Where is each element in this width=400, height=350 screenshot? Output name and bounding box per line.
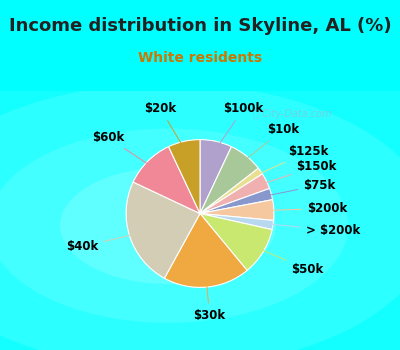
Text: $20k: $20k: [144, 103, 185, 150]
Text: > $200k: > $200k: [265, 224, 360, 237]
Text: $100k: $100k: [215, 103, 264, 150]
Wedge shape: [200, 174, 270, 214]
Wedge shape: [126, 182, 200, 278]
Wedge shape: [200, 168, 262, 214]
Text: $75k: $75k: [263, 179, 336, 196]
Wedge shape: [200, 147, 258, 214]
Text: White residents: White residents: [138, 51, 262, 65]
Text: $30k: $30k: [194, 279, 226, 322]
Text: $50k: $50k: [256, 247, 324, 276]
Ellipse shape: [0, 32, 400, 350]
Text: Income distribution in Skyline, AL (%): Income distribution in Skyline, AL (%): [9, 17, 391, 35]
Wedge shape: [133, 147, 200, 214]
Ellipse shape: [0, 128, 348, 323]
Ellipse shape: [60, 167, 276, 284]
Wedge shape: [164, 214, 247, 287]
Text: $150k: $150k: [259, 160, 336, 185]
Wedge shape: [200, 214, 274, 230]
Text: $125k: $125k: [254, 145, 328, 176]
Text: $40k: $40k: [66, 233, 138, 253]
Text: Ⓒ City-Data.com: Ⓒ City-Data.com: [253, 109, 331, 119]
Text: $200k: $200k: [266, 202, 347, 215]
Wedge shape: [200, 188, 272, 214]
Text: $60k: $60k: [92, 131, 153, 168]
Wedge shape: [200, 140, 232, 214]
Wedge shape: [200, 214, 272, 271]
Wedge shape: [168, 140, 200, 214]
Ellipse shape: [0, 83, 400, 350]
Text: $10k: $10k: [242, 124, 299, 163]
Wedge shape: [200, 199, 274, 220]
